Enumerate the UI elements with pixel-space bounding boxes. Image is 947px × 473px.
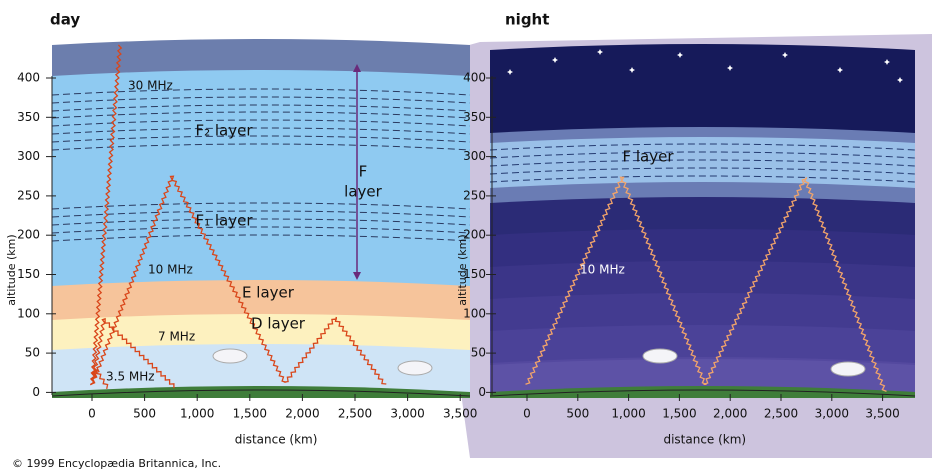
x-tick-label: 3,500 — [443, 407, 477, 421]
day-title: day — [50, 11, 80, 29]
layer-label: D layer — [251, 315, 306, 333]
y-tick-label: 0 — [32, 385, 40, 399]
y-tick-label: 350 — [463, 110, 486, 124]
x-axis-label: distance (km) — [663, 433, 746, 447]
layer-label: 3.5 MHz — [106, 370, 155, 384]
y-tick-label: 400 — [17, 71, 40, 85]
y-tick-label: 300 — [463, 149, 486, 163]
layer-label: E layer — [242, 284, 295, 302]
layer-label: layer — [344, 183, 382, 201]
layer-label: F — [359, 163, 368, 181]
layer-band — [52, 70, 470, 288]
y-tick-label: 250 — [17, 188, 40, 202]
x-tick-label: 3,000 — [390, 407, 424, 421]
x-axis-label: distance (km) — [235, 433, 318, 447]
layer-label: F layer — [622, 148, 674, 166]
cloud — [213, 349, 247, 363]
layer-label: 10 MHz — [148, 263, 193, 277]
night-title: night — [505, 11, 549, 29]
ionosphere-diagram: day night © 1999 Encyclopædia Britannica… — [0, 0, 947, 473]
x-tick-label: 1,000 — [180, 407, 214, 421]
y-tick-label: 350 — [17, 110, 40, 124]
y-tick-label: 300 — [17, 149, 40, 163]
x-tick-label: 500 — [566, 407, 589, 421]
layer-label: 10 MHz — [580, 263, 625, 277]
x-tick-label: 500 — [133, 407, 156, 421]
y-tick-label: 50 — [471, 346, 486, 360]
layer-label: F₁ layer — [195, 212, 253, 230]
y-tick-label: 250 — [463, 188, 486, 202]
y-tick-label: 400 — [463, 71, 486, 85]
x-tick-label: 2,000 — [713, 407, 747, 421]
cloud — [643, 349, 677, 363]
x-tick-label: 2,500 — [764, 407, 798, 421]
x-tick-label: 1,000 — [611, 407, 645, 421]
x-tick-label: 0 — [88, 407, 96, 421]
x-tick-label: 1,500 — [233, 407, 267, 421]
x-tick-label: 1,500 — [662, 407, 696, 421]
y-tick-label: 0 — [478, 385, 486, 399]
y-tick-label: 200 — [17, 228, 40, 242]
layer-band — [490, 44, 915, 135]
x-tick-label: 3,000 — [815, 407, 849, 421]
y-axis-label: altitude (km) — [5, 234, 18, 305]
layer-label: F₂ layer — [195, 122, 253, 140]
y-tick-label: 150 — [17, 267, 40, 281]
layer-label: 30 MHz — [128, 79, 173, 93]
x-tick-label: 0 — [523, 407, 531, 421]
cloud — [398, 361, 432, 375]
x-tick-label: 2,500 — [338, 407, 372, 421]
copyright: © 1999 Encyclopædia Britannica, Inc. — [12, 457, 221, 470]
y-tick-label: 50 — [25, 346, 40, 360]
y-tick-label: 100 — [463, 306, 486, 320]
y-tick-label: 100 — [17, 306, 40, 320]
x-tick-label: 2,000 — [285, 407, 319, 421]
y-axis-label: altitude (km) — [456, 234, 469, 305]
layer-label: 7 MHz — [158, 330, 195, 344]
cloud — [831, 362, 865, 376]
x-tick-label: 3,500 — [865, 407, 899, 421]
